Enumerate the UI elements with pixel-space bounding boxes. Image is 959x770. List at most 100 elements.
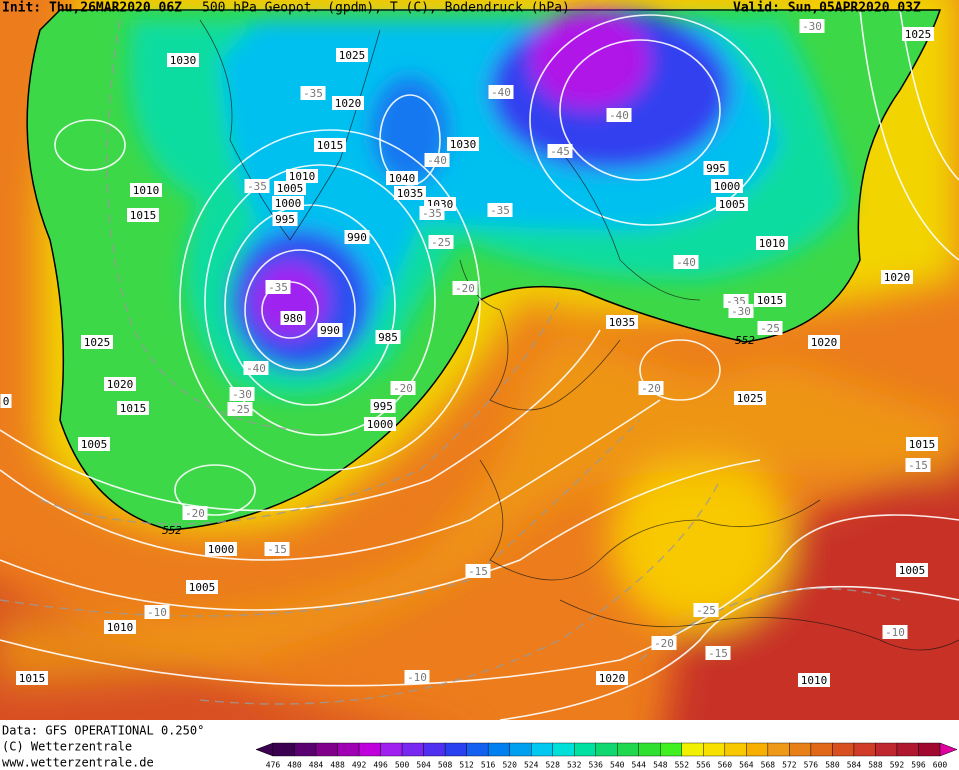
pressure-label-box [16, 671, 48, 685]
pressure-label: 1000 [367, 418, 394, 431]
pressure-label-box [274, 181, 306, 195]
temperature-label: -35 [247, 180, 267, 193]
pressure-label-box [280, 311, 306, 325]
legend-swatch [660, 742, 683, 757]
temperature-label: -15 [708, 647, 728, 660]
pressure-label: 1020 [811, 336, 838, 349]
pressure-label-box [130, 183, 162, 197]
legend-label: 560 [718, 761, 733, 770]
temperature-label: -30 [731, 305, 751, 318]
legend-swatch [358, 742, 381, 757]
legend-label: 528 [545, 761, 560, 770]
temperature-label: -35 [268, 281, 288, 294]
map-labels: 1030 102510201015101010051000995990980990… [0, 19, 938, 687]
footer: Data: GFS OPERATIONAL 0.250° (C) Wetterz… [2, 724, 204, 770]
legend-swatch [315, 742, 338, 757]
pressure-label: 1010 [133, 184, 160, 197]
legend-swatch [746, 742, 769, 757]
pressure-label: 1025 [339, 49, 366, 62]
pressure-label: 980 [283, 312, 303, 325]
pressure-label: 1025 [84, 336, 111, 349]
legend-label: 496 [373, 761, 388, 770]
legend-label: 536 [589, 761, 604, 770]
pressure-label: 1015 [130, 209, 157, 222]
temperature-label: -40 [609, 109, 629, 122]
legend-swatch [423, 742, 446, 757]
pressure-label: 990 [347, 231, 367, 244]
pressure-label: 1025 [737, 392, 764, 405]
temperature-label: -40 [246, 362, 266, 375]
pressure-label: 1005 [277, 182, 304, 195]
pressure-label: 0 [3, 395, 10, 408]
pressure-label-box [78, 437, 110, 451]
isobars [0, 9, 959, 720]
legend-swatch [380, 742, 403, 757]
pressure-label: 1030 [170, 54, 197, 67]
temperature-label-box [905, 458, 931, 472]
legend-swatch [272, 742, 295, 757]
pressure-label: 1020 [107, 378, 134, 391]
pressure-label: 1040 [389, 172, 416, 185]
temperature-label-box [651, 636, 677, 650]
legend-swatch [789, 742, 812, 757]
legend-label: 520 [502, 761, 517, 770]
temperature-label: -30 [802, 20, 822, 33]
temperature-label-box [229, 387, 255, 401]
legend-label: 544 [632, 761, 647, 770]
temperature-label: -30 [232, 388, 252, 401]
pressure-label-box [0, 394, 12, 408]
pressure-label-box [386, 171, 418, 185]
legend-arrow-left [255, 742, 274, 757]
legend-label: 476 [266, 761, 281, 770]
pressure-label: 1005 [899, 564, 926, 577]
temperature-label: -15 [267, 543, 287, 556]
pressure-label: 1000 [208, 543, 235, 556]
legend-swatch [875, 742, 898, 757]
legend-swatch [703, 742, 726, 757]
temperature-label: -10 [407, 671, 427, 684]
pressure-label: 1015 [19, 672, 46, 685]
pressure-label: 995 [373, 400, 393, 413]
legend-swatch [574, 742, 596, 757]
pressure-label-box [756, 236, 788, 250]
temperature-label: -20 [393, 382, 413, 395]
legend-label: 508 [438, 761, 453, 770]
pressure-label: 1035 [397, 187, 424, 200]
website: www.wetterzentrale.de [2, 756, 154, 770]
temperature-label: -40 [427, 154, 447, 167]
pressure-label-box [902, 27, 934, 41]
temperature-label-box [452, 281, 478, 295]
valid-time: Valid: Sun,05APR2020 03Z [733, 1, 921, 16]
pressure-label: 1000 [714, 180, 741, 193]
legend-label: 552 [675, 761, 690, 770]
legend-label: 516 [481, 761, 496, 770]
pressure-label-box [286, 169, 318, 183]
temperature-label: -15 [468, 565, 488, 578]
pressure-label: 1010 [759, 237, 786, 250]
temperature-label-box [300, 86, 326, 100]
temperature-label-box [882, 625, 908, 639]
legend-label: 548 [653, 761, 668, 770]
legend-label: 512 [459, 761, 474, 770]
pressure-label-box [317, 323, 343, 337]
pressure-label-box [272, 212, 298, 226]
legend-label: 568 [761, 761, 776, 770]
map-title: 500 hPa Geopot. (gpdm), T (C), Bodendruc… [202, 1, 570, 16]
pressure-label-box [808, 335, 840, 349]
pressure-label-box [711, 179, 743, 193]
pressure-label-box [167, 53, 199, 67]
pressure-label-box [596, 671, 628, 685]
pressure-label: 985 [378, 331, 398, 344]
pressure-label-box [798, 673, 830, 687]
legend-swatch [767, 742, 790, 757]
legend-label: 580 [825, 761, 840, 770]
temperature-label-box [757, 321, 783, 335]
pressure-label-box [186, 580, 218, 594]
temperature-label-box [799, 19, 825, 33]
legend-swatch [530, 742, 553, 757]
pressure-label: 1010 [289, 170, 316, 183]
legend-swatch [638, 742, 661, 757]
legend-label: 584 [847, 761, 862, 770]
temperature-label: -35 [490, 204, 510, 217]
pressure-label: 1015 [120, 402, 147, 415]
